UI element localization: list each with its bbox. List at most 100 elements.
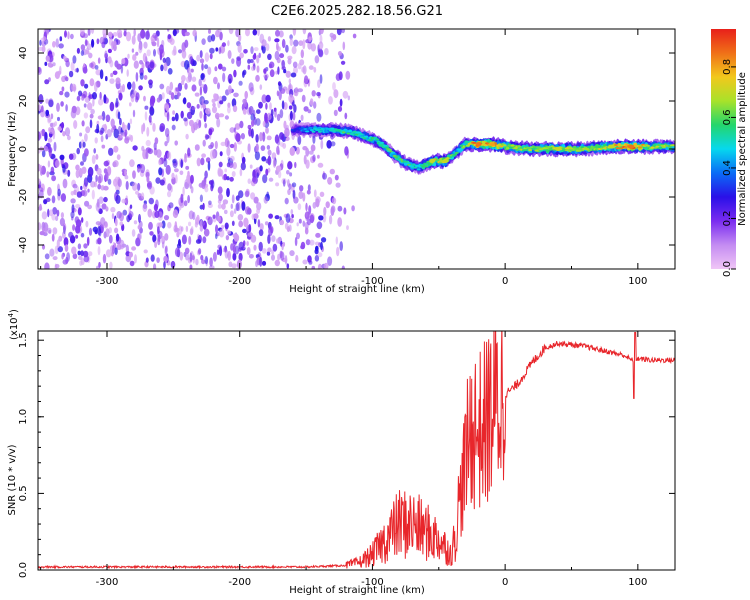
noise-cell xyxy=(291,214,294,219)
noise-cell xyxy=(103,94,107,104)
noise-cell xyxy=(155,199,159,209)
noise-cell xyxy=(48,128,54,134)
noise-cell xyxy=(94,137,98,144)
noise-cell xyxy=(121,58,126,65)
ridge-cell xyxy=(652,144,657,147)
noise-cell xyxy=(100,135,104,143)
snr-x-axis-label: Height of straight line (km) xyxy=(289,585,425,596)
noise-cell xyxy=(265,168,269,176)
ridge-cell xyxy=(588,148,593,151)
noise-cell xyxy=(138,85,143,91)
noise-cell xyxy=(76,95,81,102)
noise-cell xyxy=(346,225,349,231)
noise-cell xyxy=(268,213,273,219)
noise-cell xyxy=(164,233,169,241)
noise-cell xyxy=(125,195,129,206)
noise-cell xyxy=(204,186,209,193)
noise-cell xyxy=(83,255,90,263)
noise-cell xyxy=(47,116,51,124)
noise-cell xyxy=(218,113,225,118)
noise-cell xyxy=(277,253,281,261)
noise-cell xyxy=(114,227,119,234)
noise-cell xyxy=(46,171,50,178)
noise-cell xyxy=(170,260,176,269)
noise-cell xyxy=(157,226,160,235)
noise-cell xyxy=(187,147,191,157)
noise-cell xyxy=(63,225,66,235)
noise-cell xyxy=(307,41,312,50)
noise-cell xyxy=(209,47,215,54)
noise-cell xyxy=(343,207,347,215)
noise-cell xyxy=(266,251,271,256)
noise-cell xyxy=(75,234,79,239)
noise-cell xyxy=(135,72,139,82)
noise-cell xyxy=(198,248,202,255)
y-tick-label: 40 xyxy=(18,47,29,60)
ridge-cell xyxy=(332,130,337,132)
noise-cell xyxy=(224,209,228,215)
noise-cell xyxy=(285,213,291,224)
noise-cell xyxy=(54,245,59,255)
noise-cell xyxy=(219,100,224,105)
noise-cell xyxy=(254,151,260,161)
ridge-peak xyxy=(442,159,449,163)
noise-cell xyxy=(98,228,102,237)
noise-cell xyxy=(247,64,251,70)
noise-cell xyxy=(135,51,139,56)
noise-cell xyxy=(165,164,171,175)
noise-cell xyxy=(332,82,336,91)
noise-cell xyxy=(335,182,341,188)
noise-cell xyxy=(329,168,335,175)
noise-cell xyxy=(288,224,292,232)
noise-cell xyxy=(120,64,124,74)
noise-cell xyxy=(95,154,99,160)
spectrogram-heatmap xyxy=(38,29,675,269)
ridge-cell xyxy=(454,151,459,154)
noise-cell xyxy=(221,95,227,102)
noise-cell xyxy=(153,49,156,57)
ridge-peak xyxy=(628,144,635,149)
noise-cell xyxy=(47,160,51,168)
noise-cell xyxy=(219,151,223,157)
noise-cell xyxy=(105,76,108,82)
noise-cell xyxy=(199,50,203,59)
noise-cell xyxy=(132,109,136,118)
noise-cell xyxy=(101,41,106,49)
ridge-cell xyxy=(547,146,552,149)
ridge-peak xyxy=(555,147,562,151)
noise-cell xyxy=(271,254,275,261)
noise-cell xyxy=(79,260,83,266)
ridge-cell xyxy=(472,141,477,144)
noise-cell xyxy=(89,113,94,119)
noise-cell xyxy=(280,251,285,261)
noise-cell xyxy=(119,239,125,250)
noise-cell xyxy=(52,227,58,235)
noise-cell xyxy=(255,118,261,126)
noise-cell xyxy=(105,228,110,238)
noise-cell xyxy=(77,250,81,256)
noise-cell xyxy=(288,183,292,191)
noise-cell xyxy=(212,214,216,219)
noise-cell xyxy=(289,110,293,121)
noise-cell xyxy=(57,188,61,197)
noise-cell xyxy=(196,214,200,223)
noise-cell xyxy=(96,38,100,45)
noise-cell xyxy=(188,235,192,245)
ridge-cell xyxy=(657,144,662,146)
noise-cell xyxy=(109,261,113,269)
noise-cell xyxy=(147,148,153,155)
noise-cell xyxy=(94,229,98,235)
noise-cell xyxy=(196,104,200,109)
noise-cell xyxy=(138,213,141,223)
noise-cell xyxy=(172,209,179,219)
noise-cell xyxy=(148,221,153,230)
noise-cell xyxy=(242,228,247,234)
noise-cell xyxy=(126,215,131,223)
noise-cell xyxy=(279,109,284,119)
noise-cell xyxy=(52,207,58,215)
noise-cell xyxy=(167,68,173,75)
noise-cell xyxy=(290,72,297,78)
noise-cell xyxy=(82,66,88,74)
noise-cell xyxy=(75,164,80,171)
ridge-peak xyxy=(429,159,436,163)
